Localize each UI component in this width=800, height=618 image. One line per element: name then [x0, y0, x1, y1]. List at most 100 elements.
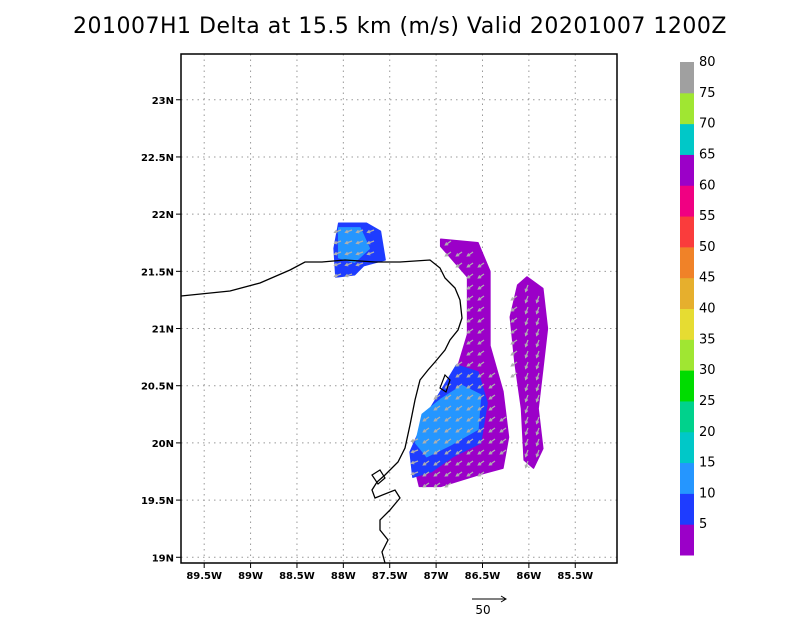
wind-vector	[535, 361, 540, 370]
wind-vector	[477, 273, 485, 279]
wind-vector	[455, 394, 463, 400]
wind-vector	[488, 460, 496, 466]
wind-vector	[524, 284, 529, 293]
wind-vector	[535, 328, 540, 337]
wind-vector	[488, 372, 496, 378]
wind-vector	[455, 460, 463, 466]
colorbar-swatch	[680, 216, 694, 248]
wind-vector	[455, 471, 463, 477]
y-tick-label: 22.5N	[141, 153, 174, 164]
wind-vector	[524, 449, 529, 458]
y-tick-label: 22N	[152, 210, 174, 221]
colorbar-label: 40	[699, 302, 716, 317]
reference-vector: 50	[472, 595, 507, 617]
colorbar-swatch	[680, 277, 694, 309]
wind-vector	[477, 427, 485, 433]
wind-vector	[535, 438, 540, 447]
colorbar-swatch	[680, 400, 694, 433]
wind-vector	[344, 273, 353, 278]
wind-region	[509, 276, 549, 469]
wind-vector	[355, 262, 364, 267]
colorbar-label: 60	[699, 178, 716, 193]
wind-vector	[466, 372, 474, 378]
wind-vector	[466, 383, 474, 389]
colorbar-swatch	[680, 123, 694, 155]
colorbar-label: 75	[699, 86, 716, 101]
wind-vector	[433, 427, 441, 433]
wind-vector	[366, 229, 375, 234]
colorbar-swatch	[680, 92, 694, 125]
wind-vector	[510, 339, 518, 345]
wind-vector	[510, 361, 518, 367]
wind-vector	[510, 328, 518, 334]
wind-vector	[444, 449, 452, 455]
wind-vector	[410, 449, 419, 454]
wind-vector	[422, 438, 430, 444]
wind-vector	[524, 460, 529, 469]
wind-vector	[466, 317, 474, 323]
colorbar-swatch	[680, 431, 694, 464]
wind-vector	[524, 383, 529, 392]
wind-vector	[477, 416, 485, 422]
wind-vector	[433, 394, 441, 400]
wind-vector	[466, 306, 474, 312]
wind-vector	[433, 438, 441, 444]
x-tick-label: 87W	[424, 571, 449, 582]
wind-vector	[466, 438, 474, 444]
wind-vector	[444, 405, 452, 411]
colorbar-swatch	[680, 308, 694, 340]
wind-vector	[535, 350, 540, 359]
wind-vector	[488, 394, 496, 400]
wind-vector	[535, 295, 540, 304]
wind-vector	[466, 251, 474, 257]
wind-vector	[422, 427, 430, 433]
wind-vector	[444, 251, 452, 257]
x-tick-label: 89W	[238, 571, 263, 582]
wind-vector	[499, 416, 507, 422]
wind-vector	[524, 405, 529, 414]
wind-vector	[477, 262, 485, 268]
colorbar-swatch	[680, 339, 694, 371]
wind-vector	[535, 339, 540, 348]
x-tick-label: 86W	[516, 571, 541, 582]
grid-lines	[181, 54, 617, 563]
wind-vector	[488, 438, 496, 444]
wind-vector	[366, 240, 375, 245]
colorbar-label: 65	[699, 147, 716, 162]
wind-vector	[333, 262, 342, 267]
wind-vector	[433, 416, 441, 422]
x-tick-label: 88W	[331, 571, 356, 582]
wind-vector	[466, 295, 474, 301]
wind-vector	[510, 295, 518, 301]
wind-vector	[355, 229, 364, 234]
wind-vector	[466, 328, 474, 334]
wind-vector	[344, 262, 353, 267]
reference-vector-label: 50	[475, 603, 490, 617]
wind-vector	[477, 350, 485, 356]
wind-vector	[444, 394, 452, 400]
wind-vector	[524, 394, 529, 403]
wind-vector	[477, 339, 485, 345]
colorbar-swatch	[680, 62, 694, 94]
wind-vector	[524, 306, 529, 315]
wind-vector	[433, 449, 441, 455]
wind-vector	[466, 273, 474, 279]
wind-vector	[535, 372, 540, 381]
wind-vector	[466, 350, 474, 356]
y-tick-label: 20N	[152, 439, 174, 450]
wind-vector	[422, 416, 430, 422]
x-axis: 89.5W 89W 88.5W 88W 87.5W 87W 86.5W 86W 85.5W	[186, 563, 593, 582]
wind-vector	[444, 482, 452, 488]
wind-vector	[455, 383, 463, 389]
y-tick-label: 19N	[152, 553, 174, 564]
colorbar-swatch	[680, 493, 694, 525]
x-tick-label: 89.5W	[186, 571, 222, 582]
wind-vector	[433, 405, 441, 411]
wind-vector	[524, 295, 529, 304]
colorbar-label: 80	[699, 55, 716, 70]
wind-vector	[455, 262, 463, 268]
wind-vector	[466, 262, 474, 268]
wind-vector	[466, 361, 474, 367]
wind-vector	[524, 416, 529, 425]
